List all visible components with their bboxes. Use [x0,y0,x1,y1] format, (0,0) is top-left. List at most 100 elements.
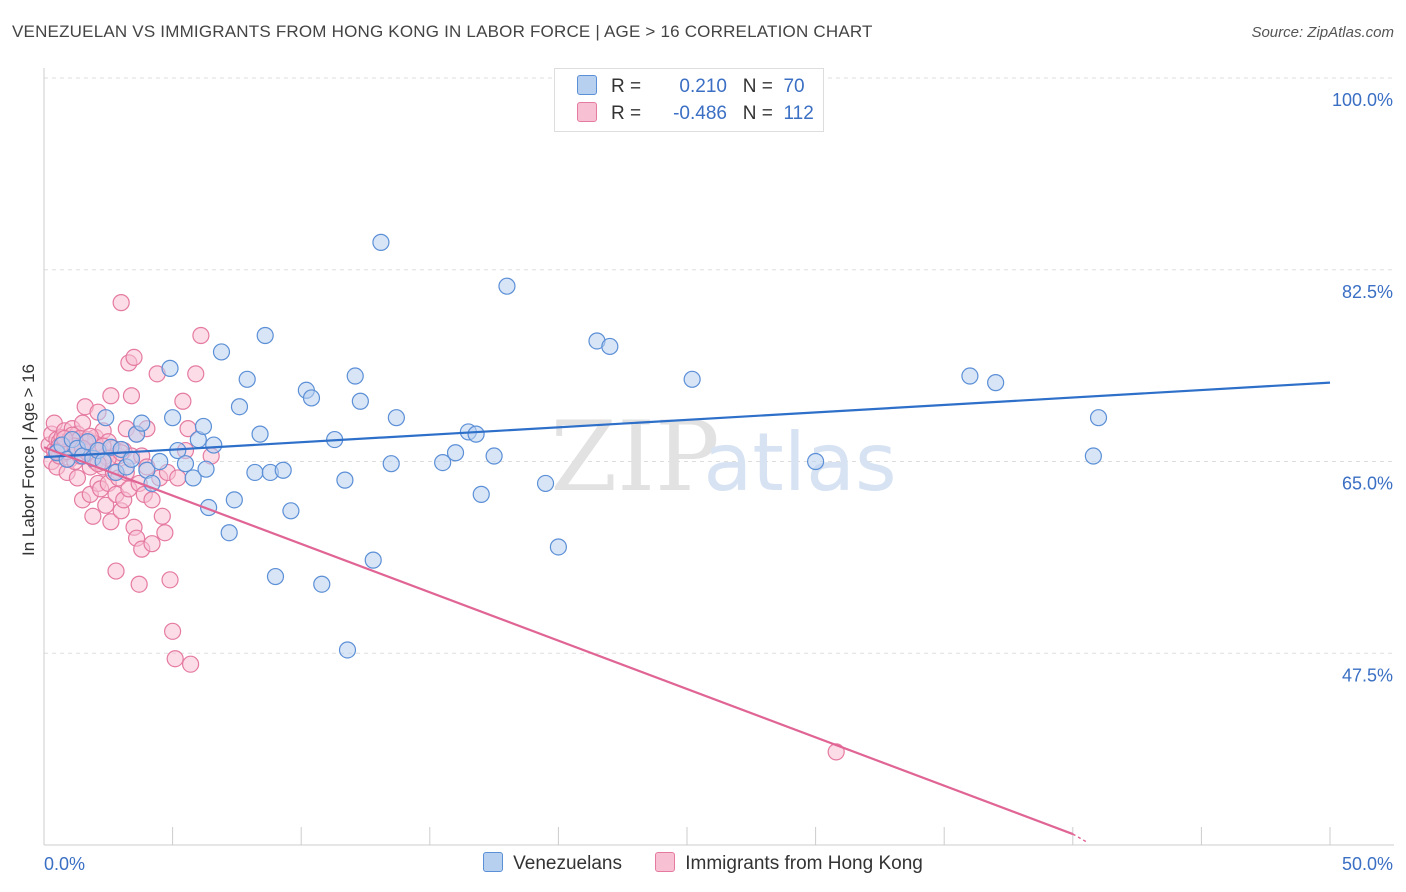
data-point [246,463,264,482]
data-point [122,387,141,405]
x-tick-label: 50.0% [1342,854,1393,874]
legend-n-value: 70 [783,76,805,97]
data-point [302,389,321,407]
data-point [133,414,151,432]
data-point [84,507,102,525]
legend-item-venezuelans: Venezuelans [483,852,622,875]
legend-r-value: 0.210 [679,76,727,97]
data-point [364,551,382,569]
data-point [151,452,169,471]
data-point [161,571,179,589]
legend-r-label: R = [611,103,642,124]
data-point [102,513,120,531]
series-legend: Venezuelans Immigrants from Hong Kong [0,852,1406,875]
data-point [387,409,405,427]
y-tick-label: 47.5% [1342,665,1393,685]
data-point [351,392,369,410]
tick-labels: 47.5% 65.0% 82.5% 100.0% 0.0% 50.0% [44,90,1393,874]
data-point [205,436,223,454]
data-point [220,524,238,542]
data-point [806,452,825,471]
y-tick-label: 82.5% [1342,282,1393,302]
data-point [336,471,354,489]
data-point [194,417,213,436]
legend-n-label: N = [742,76,773,97]
data-point [382,455,400,473]
data-point [827,743,845,761]
legend-swatch-pink [655,852,676,872]
data-point [346,367,364,385]
legend-swatch-pink [577,102,597,122]
data-point [153,507,171,525]
correlation-legend: R = 0.210 N = 70 R = -0.486 N = 112 [554,68,824,132]
grid-lines [44,77,1394,654]
legend-item-hong-kong: Immigrants from Hong Kong [655,852,923,875]
source-label: Source: ZipAtlas.com [1251,24,1394,41]
data-point [166,650,184,668]
data-point [184,469,202,487]
data-point [192,326,210,345]
chart-title: VENEZUELAN VS IMMIGRANTS FROM HONG KONG … [12,22,873,41]
data-point [434,453,452,472]
data-point [372,233,390,251]
data-point [282,502,300,520]
x-tick-label: 0.0% [44,854,85,874]
data-point [97,409,115,427]
data-point [225,491,243,509]
legend-r-value: -0.486 [673,103,727,124]
legend-row-hong-kong: R = -0.486 N = 112 [577,102,814,126]
data-point [256,326,274,345]
data-point [467,425,485,443]
data-point [536,474,555,493]
series-immigrants-hong-kong [40,294,845,761]
data-point [125,348,143,367]
data-point [313,575,331,593]
watermark-atlas: atlas [703,416,896,509]
legend-n-label: N = [742,103,773,124]
data-point [97,496,115,514]
data-point [164,622,182,640]
data-point [987,374,1005,392]
legend-label-venezuelans: Venezuelans [513,853,622,874]
legend-n-value: 112 [783,103,814,124]
data-point [143,491,161,509]
data-point [549,538,568,556]
data-point [485,447,503,465]
data-point [251,425,269,443]
trend-lines [43,381,1331,843]
data-point [472,485,490,503]
y-tick-label: 65.0% [1342,474,1393,494]
y-tick-label: 100.0% [1332,90,1393,110]
data-point [601,337,619,356]
legend-swatch-blue [577,75,597,95]
data-point [182,655,200,673]
legend-row-venezuelans: R = 0.210 N = 70 [577,75,805,99]
data-point [212,343,231,361]
legend-r-label: R = [611,76,642,97]
data-point [274,461,292,479]
legend-label-hong-kong: Immigrants from Hong Kong [685,853,923,874]
data-point [68,469,87,487]
data-point [961,367,979,385]
data-point [143,535,161,553]
trend-line [43,381,1331,459]
data-point [187,365,205,383]
trend-line [43,446,1074,836]
data-point [112,294,130,312]
data-point [122,450,141,468]
watermark-zip: ZIP [550,401,719,513]
data-point [102,387,120,405]
data-point [266,567,285,586]
data-point [230,398,249,416]
data-point [338,641,357,659]
data-point [1089,409,1108,427]
data-point [169,469,187,487]
data-point [164,409,182,427]
data-point [498,277,516,295]
trend-line-extension [1072,833,1088,843]
legend-swatch-blue [483,852,504,872]
data-point [130,575,148,593]
data-point [107,562,125,580]
data-point [161,359,179,377]
